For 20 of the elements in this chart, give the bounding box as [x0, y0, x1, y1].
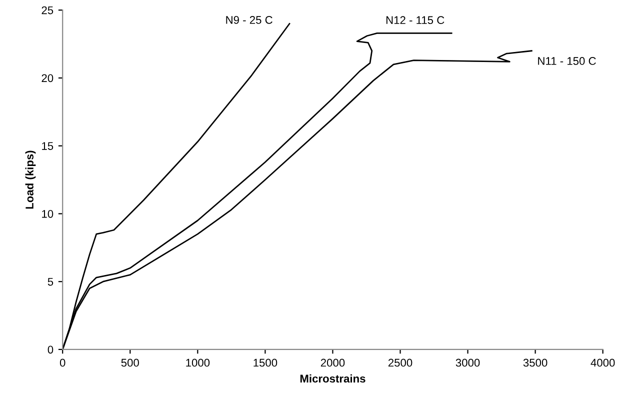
x-axis-title: Microstrains [300, 374, 366, 383]
y-tick-label: 15 [42, 142, 54, 150]
x-tick-label: 1500 [254, 358, 278, 367]
x-tick-label: 0 [60, 358, 66, 367]
y-tick-label: 20 [42, 74, 54, 82]
y-tick-label: 10 [42, 210, 54, 218]
y-tick-label: 5 [48, 278, 54, 286]
series-label: N12 - 115 C [386, 16, 444, 24]
x-tick-label: 2000 [320, 358, 345, 367]
y-tick-label: 0 [48, 346, 54, 354]
x-tick-label: 2500 [388, 358, 412, 367]
x-tick-label: 500 [121, 358, 139, 367]
series-label: N11 - 150 C [538, 57, 596, 65]
y-tick-label: 25 [42, 6, 54, 14]
x-tick-label: 1000 [186, 358, 210, 367]
x-tick-label: 3500 [523, 358, 548, 367]
series-label: N9 - 25 C [226, 16, 272, 24]
x-tick-label: 4000 [590, 358, 615, 367]
y-axis-title: Load (kips) [25, 150, 36, 209]
x-tick-label: 3000 [456, 358, 480, 367]
